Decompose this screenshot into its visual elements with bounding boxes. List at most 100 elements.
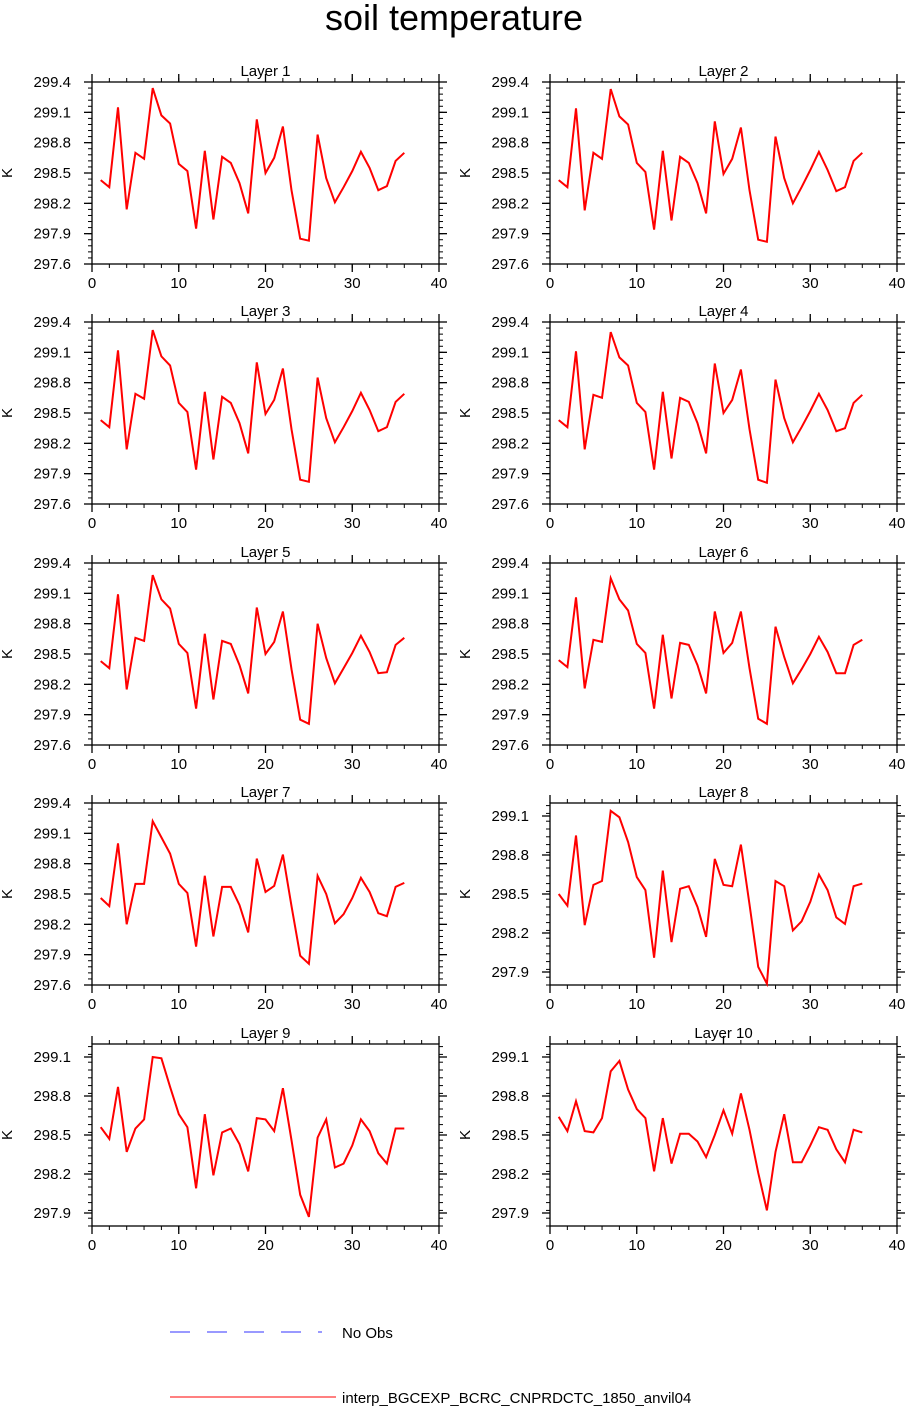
x-tick-label: 40: [889, 996, 906, 1013]
x-tick-label: 20: [257, 515, 274, 532]
y-tick-label: 298.8: [33, 1088, 71, 1105]
x-tick-label: 30: [344, 996, 361, 1013]
y-tick-label: 298.2: [491, 435, 529, 452]
x-tick-label: 0: [546, 515, 554, 532]
chart-panel-5: Layer 5 0 10 20 30 40 297.6 297.9 298.2 298.5 298.…: [0, 544, 447, 773]
x-tick-label: 20: [257, 1237, 274, 1254]
y-tick-label: 298.8: [491, 847, 529, 864]
x-tick-label: 30: [344, 756, 361, 773]
x-tick-label: 20: [715, 1237, 732, 1254]
panel-title: Layer 10: [694, 1025, 752, 1042]
y-tick-label: 297.9: [491, 964, 529, 981]
panel-title: Layer 7: [240, 784, 290, 801]
y-tick-label: 298.2: [33, 195, 71, 212]
y-axis-label: K: [457, 168, 474, 178]
x-tick-label: 0: [546, 275, 554, 292]
y-tick-label: 298.2: [491, 195, 529, 212]
y-axis-label: K: [0, 168, 16, 178]
y-tick-label: 298.8: [33, 616, 71, 633]
chart-panel-1: Layer 1 0 10 20 30 40 297.6 297.9 298.2 298.5 298.…: [0, 63, 447, 292]
y-tick-label: 299.4: [491, 555, 529, 572]
y-axis-label: K: [457, 649, 474, 659]
y-tick-label: 299.1: [33, 1049, 71, 1066]
chart-panel-3: Layer 3 0 10 20 30 40 297.6 297.9 298.2 298.5 298.…: [0, 303, 447, 532]
x-tick-label: 0: [88, 515, 96, 532]
y-tick-label: 298.8: [491, 375, 529, 392]
panel-title: Layer 2: [698, 63, 748, 80]
y-tick-label: 298.5: [491, 405, 529, 422]
x-tick-label: 40: [431, 515, 448, 532]
y-tick-label: 298.2: [33, 916, 71, 933]
chart-panel-4: Layer 4 0 10 20 30 40 297.6 297.9 298.2 298.5 298.…: [457, 303, 905, 532]
y-tick-label: 298.5: [33, 405, 71, 422]
series-line-1: [558, 331, 863, 485]
x-tick-label: 40: [431, 1237, 448, 1254]
x-tick-label: 20: [257, 275, 274, 292]
x-tick-label: 30: [344, 275, 361, 292]
y-tick-label: 299.1: [33, 585, 71, 602]
y-tick-label: 298.8: [33, 856, 71, 873]
x-tick-label: 40: [431, 756, 448, 773]
y-tick-label: 299.1: [491, 1049, 529, 1066]
y-tick-label: 298.2: [33, 676, 71, 693]
y-tick-label: 298.8: [491, 616, 529, 633]
chart-panel-10: Layer 10 0 10 20 30 40 297.9 298.2 298.5 298.8 299…: [457, 1025, 905, 1254]
x-tick-label: 10: [628, 996, 645, 1013]
y-tick-label: 298.8: [33, 135, 71, 152]
y-tick-label: 298.5: [491, 886, 529, 903]
y-tick-label: 297.6: [33, 256, 71, 273]
chart-panel-8: Layer 8 0 10 20 30 40 297.9 298.2 298.5 298.8 299.…: [457, 784, 905, 1013]
y-tick-label: 298.5: [33, 646, 71, 663]
x-tick-label: 30: [344, 1237, 361, 1254]
legend-no-obs-label: No Obs: [342, 1325, 393, 1342]
y-tick-label: 298.5: [491, 646, 529, 663]
y-tick-label: 298.5: [33, 886, 71, 903]
y-tick-label: 297.9: [491, 226, 529, 243]
series-line-1: [558, 88, 863, 244]
y-tick-label: 299.1: [33, 344, 71, 361]
y-axis-label: K: [0, 889, 16, 899]
legend: No Obs interp_BGCEXP_BCRC_CNPRDCTC_1850_…: [170, 1325, 691, 1407]
panel-grid: Layer 10 10 20 30 40 297.6 297.9 298.2 298.5 298.…: [0, 63, 905, 1254]
x-tick-label: 10: [628, 1237, 645, 1254]
y-tick-label: 298.8: [491, 1088, 529, 1105]
y-tick-label: 297.9: [491, 466, 529, 483]
y-tick-label: 297.6: [491, 256, 529, 273]
x-tick-label: 30: [802, 1237, 819, 1254]
x-tick-label: 30: [802, 756, 819, 773]
y-tick-label: 297.6: [33, 977, 71, 994]
x-tick-label: 30: [802, 275, 819, 292]
y-tick-label: 299.1: [33, 104, 71, 121]
y-tick-label: 297.6: [33, 737, 71, 754]
panel-title: Layer 3: [240, 303, 290, 320]
x-tick-label: 20: [715, 275, 732, 292]
x-tick-label: 10: [628, 275, 645, 292]
y-tick-label: 297.6: [491, 737, 529, 754]
x-tick-label: 0: [546, 756, 554, 773]
y-tick-label: 299.4: [33, 555, 71, 572]
y-tick-label: 298.5: [491, 1127, 529, 1144]
x-tick-label: 20: [257, 756, 274, 773]
y-tick-label: 299.1: [491, 808, 529, 825]
y-axis-label: K: [457, 889, 474, 899]
series-line-1: [558, 574, 863, 726]
x-tick-label: 10: [628, 756, 645, 773]
series-line-1: [100, 87, 405, 242]
series-line-1: [100, 574, 405, 726]
x-tick-label: 0: [88, 275, 96, 292]
y-tick-label: 297.6: [491, 496, 529, 513]
x-tick-label: 40: [889, 1237, 906, 1254]
chart-panel-7: Layer 7 0 10 20 30 40 297.6 297.9 298.2 298.5 298.…: [0, 784, 447, 1013]
x-tick-label: 0: [88, 996, 96, 1013]
x-tick-label: 0: [88, 756, 96, 773]
y-tick-label: 299.4: [33, 795, 71, 812]
x-tick-label: 20: [715, 515, 732, 532]
x-tick-label: 40: [889, 756, 906, 773]
y-tick-label: 298.5: [491, 165, 529, 182]
y-tick-label: 297.9: [33, 707, 71, 724]
y-axis-label: K: [0, 408, 16, 418]
y-tick-label: 298.8: [33, 375, 71, 392]
y-tick-label: 297.6: [33, 496, 71, 513]
